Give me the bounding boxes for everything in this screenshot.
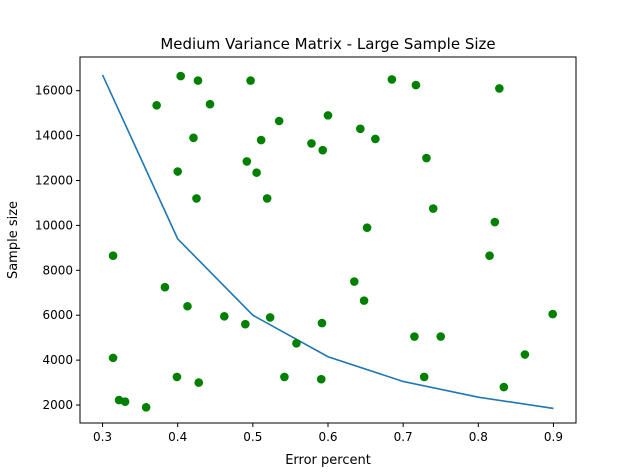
x-tick-label: 0.5 [243,430,262,444]
scatter-point [120,397,130,406]
plot-area [101,71,557,412]
scatter-point [323,111,333,120]
scatter-point [246,76,255,85]
scatter-point [485,251,494,261]
scatter-point [371,134,380,144]
scatter-point [160,282,170,292]
x-tick-label: 0.3 [93,430,112,444]
scatter-point [490,217,500,227]
scatter-point [205,99,215,109]
x-tick-label: 0.6 [318,430,337,444]
scatter-point [499,382,509,392]
scatter-point [359,296,369,305]
x-tick-label: 0.7 [394,430,413,444]
scatter-point [108,353,118,363]
line-series [101,74,554,410]
x-tick-label: 0.4 [168,430,187,444]
scatter-point [152,100,161,110]
scatter-point [241,319,250,329]
scatter-point [350,277,359,286]
scatter-point [422,153,431,163]
scatter-point [219,312,229,321]
scatter-point [387,75,397,84]
scatter-point [274,116,284,126]
y-tick-label: 12000 [35,173,73,187]
scatter-point [317,318,327,328]
scatter-point [173,167,182,176]
y-tick-label: 14000 [35,129,73,143]
y-tick-label: 8000 [42,263,73,277]
x-axis-label: Error percent [285,453,371,468]
y-tick-label: 6000 [42,308,73,322]
scatter-point [428,204,438,213]
scatter-point [256,135,266,145]
scatter-point [292,338,301,348]
scatter-point [194,378,204,387]
scatter-point [280,372,289,382]
scatter-point [172,372,182,382]
y-tick-label: 4000 [42,353,73,367]
scatter-point [183,301,192,311]
scatter-point [192,194,201,203]
scatter-point [356,124,365,134]
scatter-point [265,313,275,322]
scatter-point [242,157,252,166]
y-axis-ticks: 2000 4000 6000 8000 10000 12000 14000 16000 [35,84,80,412]
scatter-point [141,402,151,412]
scatter-point [316,374,326,384]
y-tick-label: 16000 [35,84,73,98]
x-axis-ticks: 0.3 0.4 0.5 0.6 0.7 0.8 0.9 [93,423,563,444]
x-tick-label: 0.8 [469,430,488,444]
scatter-point [189,133,198,143]
chart-title: Medium Variance Matrix - Large Sample Si… [160,35,495,53]
scatter-point [436,332,446,341]
y-tick-label: 10000 [35,218,73,232]
scatter-point [176,71,185,81]
scatter-point [318,145,328,155]
scatter-point [252,168,261,177]
scatter-point [410,332,419,341]
scatter-point [262,194,272,203]
scatter-point [495,84,504,93]
scatter-point [362,223,372,232]
scatter-point [193,76,203,85]
scatter-point [108,251,118,261]
scatter-point [411,80,421,90]
scatter-point [520,350,530,359]
y-axis-label: Sample size [6,201,21,279]
x-tick-label: 0.9 [544,430,563,444]
y-tick-label: 2000 [42,398,73,412]
scatter-point [419,372,429,382]
scatter-point [307,139,316,148]
scatter-point [548,309,557,319]
